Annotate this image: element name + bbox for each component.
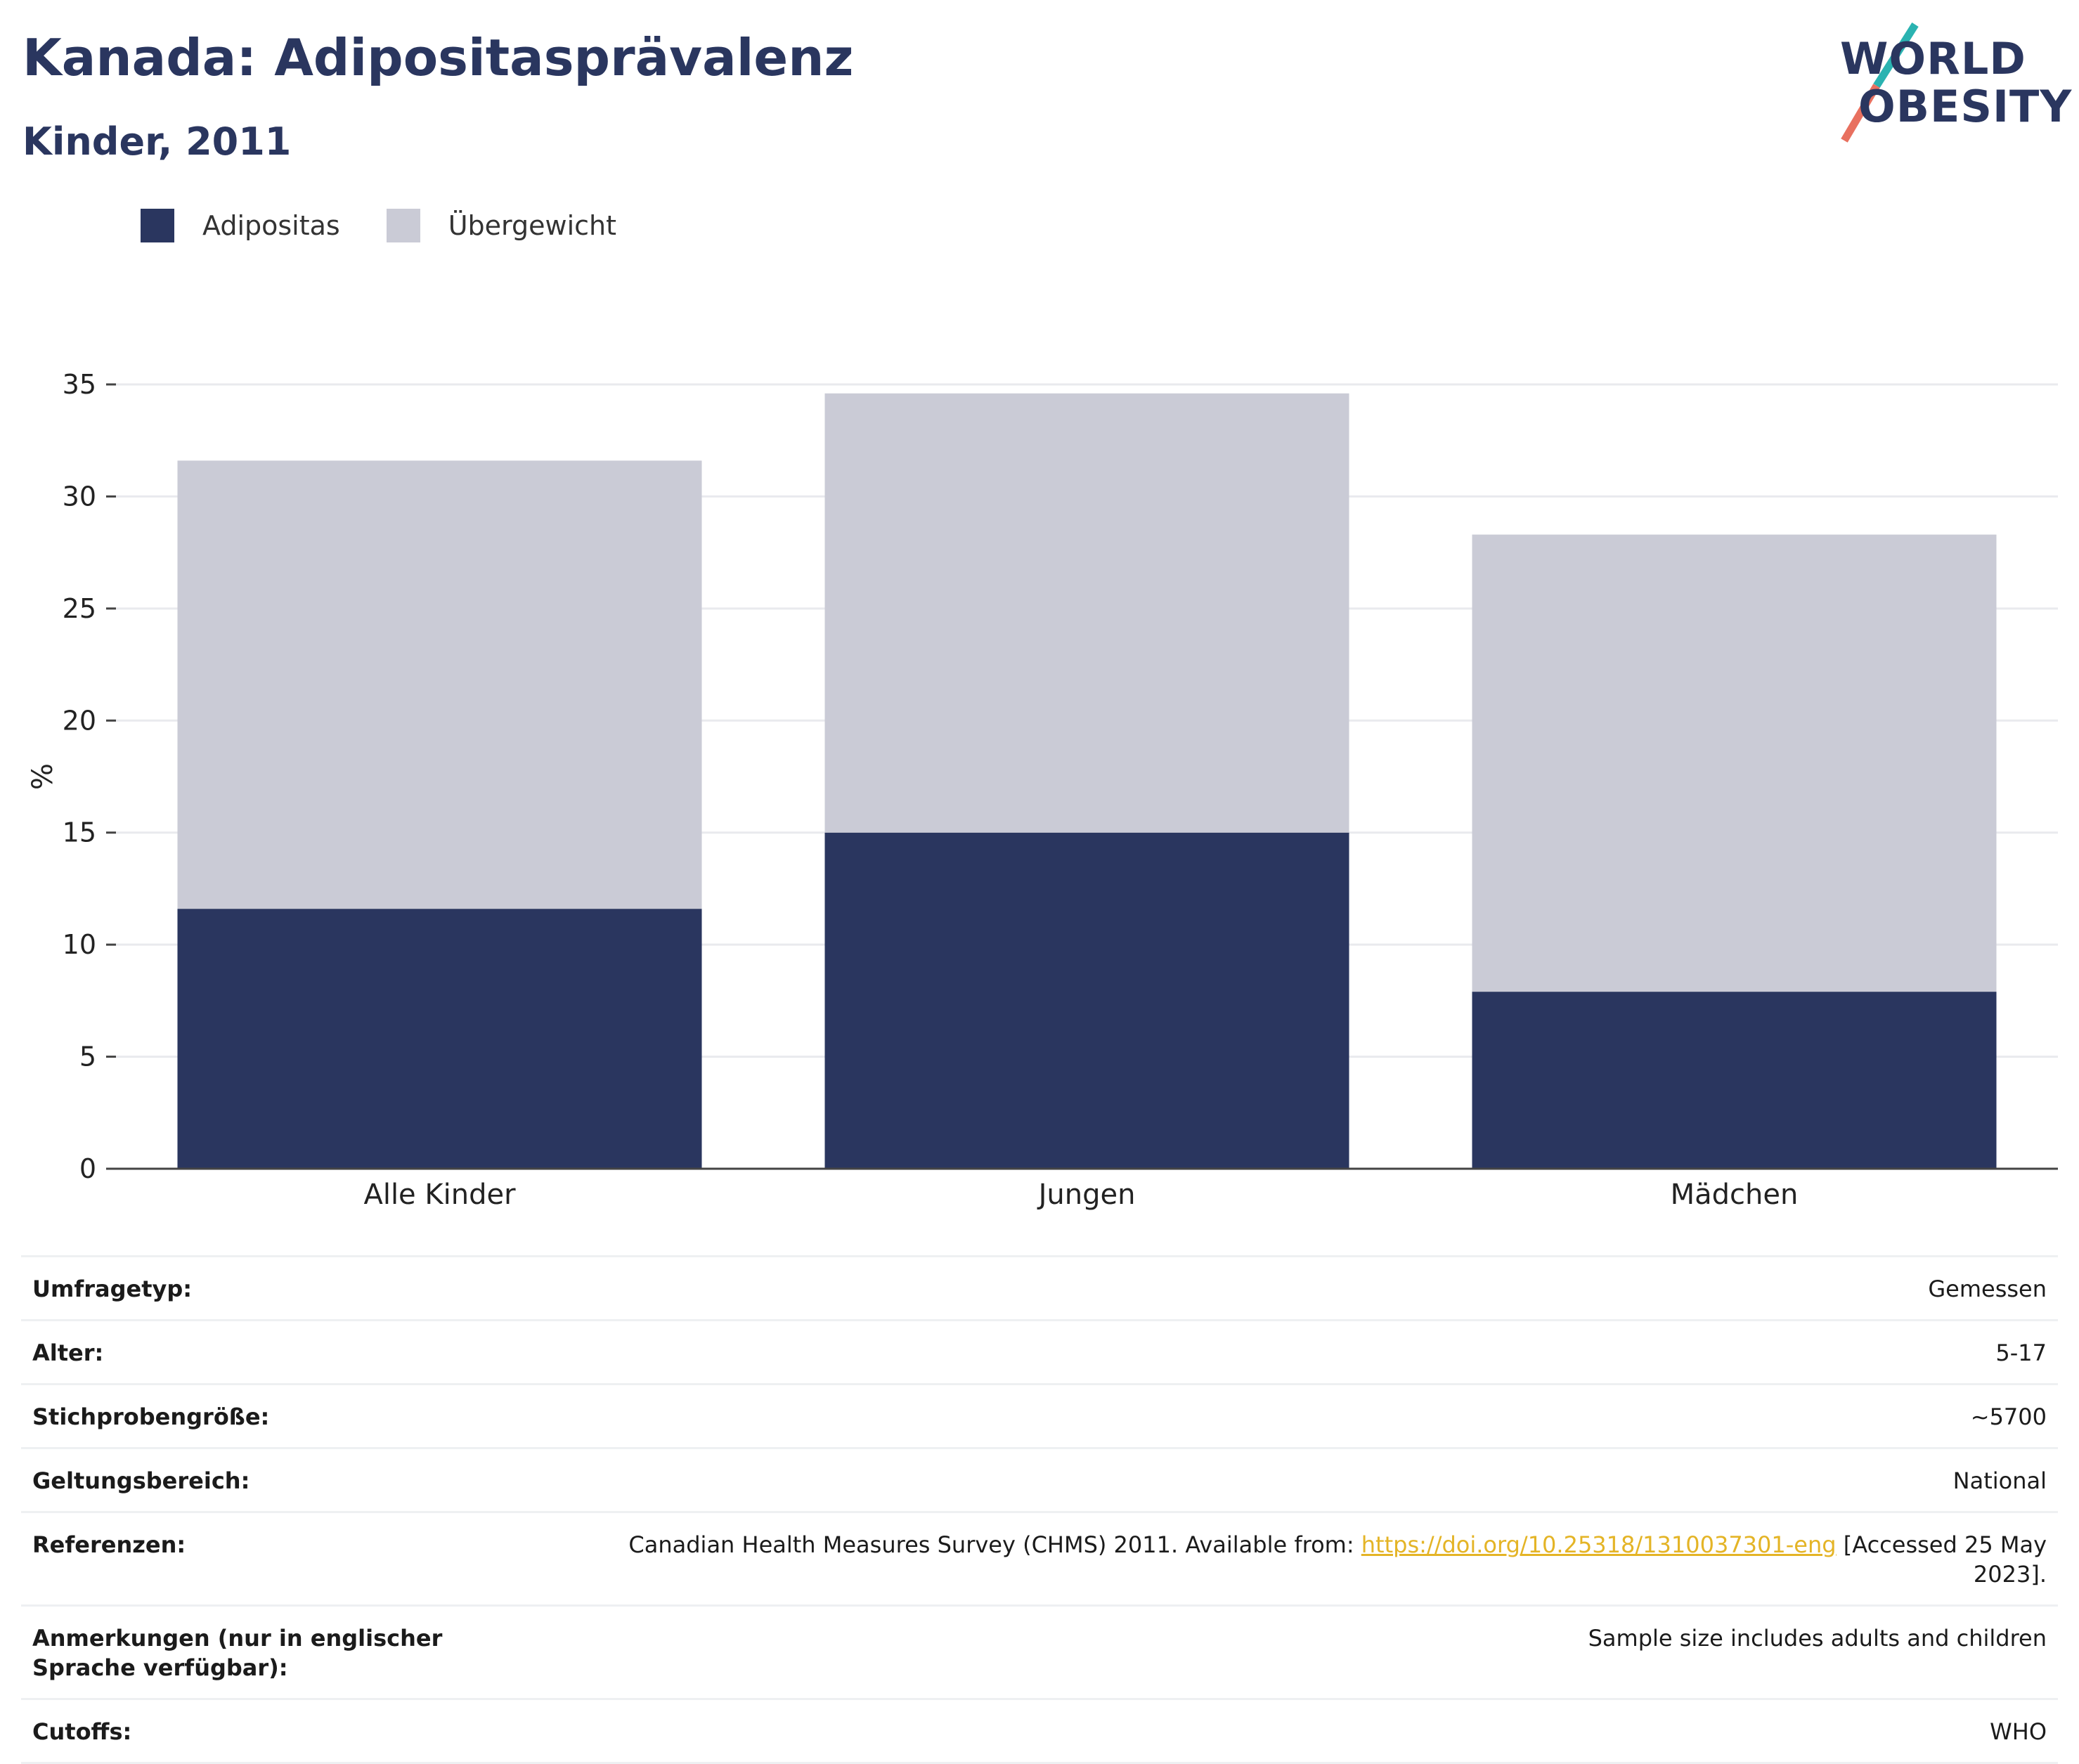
stacked-bar-chart: 0 5 10 15 20 25 30 35% Alle Kinder Jungen Mädchen <box>27 369 2058 1211</box>
info-label-sample-size: Stichprobengröße: <box>21 1383 550 1448</box>
info-value-sample-size: ~5700 <box>550 1383 2058 1448</box>
x-tick-label: Alle Kinder <box>363 1179 516 1211</box>
logo-text-line2: OBESITY <box>1858 81 2073 132</box>
info-value-cutoffs: WHO <box>550 1698 2058 1764</box>
y-tick-label: 15 <box>63 817 96 848</box>
y-tick-label: 0 <box>79 1153 96 1184</box>
legend-label-overweight: Übergewicht <box>448 210 616 241</box>
x-tick-label: Mädchen <box>1671 1179 1799 1211</box>
info-label-scope: Geltungsbereich: <box>21 1447 550 1512</box>
y-tick-label: 30 <box>63 481 96 512</box>
legend-swatch-overweight <box>386 209 420 242</box>
y-tick-label: 20 <box>63 705 96 736</box>
info-label-age: Alter: <box>21 1319 550 1384</box>
reference-accessed: [Accessed 25 May 2023]. <box>1836 1531 2047 1588</box>
bar-overweight <box>1472 534 1997 992</box>
info-label-notes: Anmerkungen (nur in englischer Sprache v… <box>21 1604 550 1699</box>
y-axis-label: % <box>27 763 59 790</box>
info-row-notes: Anmerkungen (nur in englischer Sprache v… <box>21 1604 2058 1699</box>
y-tick-label: 10 <box>63 929 96 960</box>
bar-overweight <box>824 393 1349 833</box>
legend-item-obesity[interactable]: Adipositas <box>141 209 340 242</box>
info-label-cutoffs: Cutoffs: <box>21 1698 550 1764</box>
y-tick-label: 35 <box>63 369 96 400</box>
x-tick-label: Jungen <box>1037 1179 1136 1211</box>
info-label-references: Referenzen: <box>21 1511 550 1606</box>
info-row-references: Referenzen: Canadian Health Measures Sur… <box>21 1511 2058 1606</box>
bar-overweight <box>177 460 702 909</box>
bar-obesity <box>1472 992 1997 1169</box>
legend-label-obesity: Adipositas <box>202 210 340 241</box>
page-subtitle: Kinder, 2011 <box>22 119 292 164</box>
bar-obesity <box>824 832 1349 1169</box>
legend-item-overweight[interactable]: Übergewicht <box>386 209 616 242</box>
info-value-notes: Sample size includes adults and children <box>550 1604 2058 1699</box>
info-row-cutoffs: Cutoffs: WHO <box>21 1698 2058 1764</box>
info-value-age: 5-17 <box>550 1319 2058 1384</box>
info-row-sample-size: Stichprobengröße: ~5700 <box>21 1383 2058 1448</box>
info-row-scope: Geltungsbereich: National <box>21 1447 2058 1512</box>
legend-swatch-obesity <box>141 209 174 242</box>
reference-text: Canadian Health Measures Survey (CHMS) 2… <box>628 1531 1361 1558</box>
info-value-survey-type: Gemessen <box>550 1255 2058 1321</box>
page-title: Kanada: Adipositasprävalenz <box>22 28 854 87</box>
info-row-survey-type: Umfragetyp: Gemessen <box>21 1255 2058 1321</box>
info-table: Umfragetyp: Gemessen Alter: 5-17 Stichpr… <box>21 1255 2058 1764</box>
chart-legend: Adipositas Übergewicht <box>141 209 663 242</box>
y-tick-label: 5 <box>79 1042 96 1072</box>
logo-slash-icon <box>1841 22 1919 143</box>
info-value-references: Canadian Health Measures Survey (CHMS) 2… <box>550 1511 2058 1606</box>
reference-link[interactable]: https://doi.org/10.25318/1310037301-eng <box>1361 1531 1837 1558</box>
info-value-scope: National <box>550 1447 2058 1512</box>
info-row-age: Alter: 5-17 <box>21 1319 2058 1384</box>
y-tick-label: 25 <box>63 593 96 624</box>
world-obesity-logo: WORLD OBESITY <box>1834 21 2071 148</box>
info-label-survey-type: Umfragetyp: <box>21 1255 550 1321</box>
logo-text-line1: WORLD <box>1840 33 2026 84</box>
bar-obesity <box>177 909 702 1169</box>
